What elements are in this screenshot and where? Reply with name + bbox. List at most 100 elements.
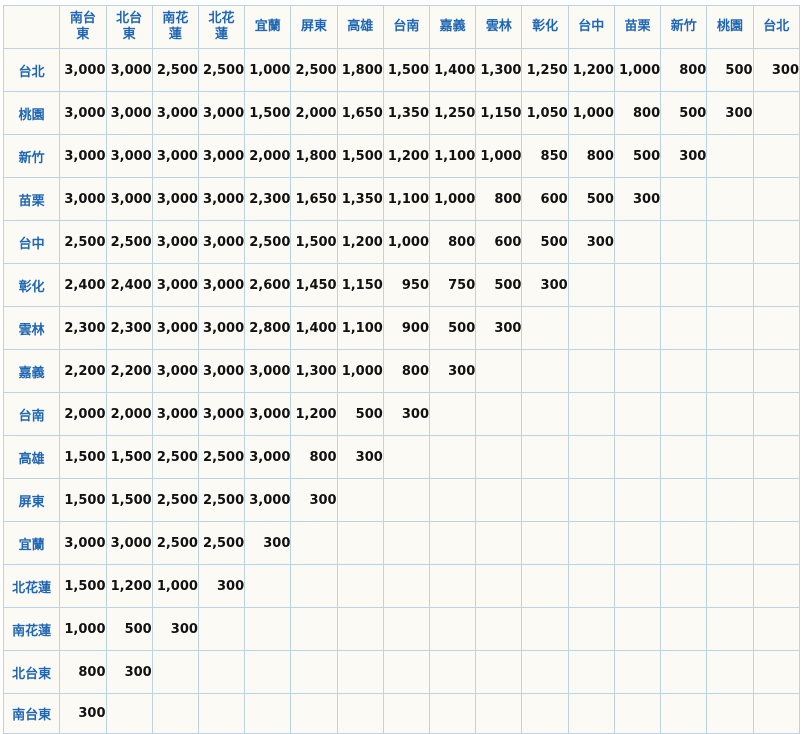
fare-cell: 2,500 [151,435,199,479]
table-row: 台北 3,000 3,000 2,500 2,500 1,000 2,500 1,800 1,5… [2,48,801,92]
fare-cell: 300 [290,478,338,522]
fare-cell [336,521,384,565]
fare-cell [290,650,338,694]
fare-cell: 300 [336,435,384,479]
fare-cell: 1,250 [521,48,569,92]
fare-cell: 2,600 [244,263,292,307]
fare-table: 南台東 北台東 南花蓮 北花蓮 宜蘭 屏東 高雄 台南 嘉義 雲林 彰化 台中 苗栗 新竹 桃園 台北 台北 3… [2,5,801,734]
fare-cell: 900 [382,306,431,350]
row-header: 新竹 [2,134,61,178]
fare-cell [752,607,801,651]
fare-cell: 3,000 [105,521,153,565]
row-header: 彰化 [2,263,61,307]
fare-cell: 800 [382,349,431,393]
fare-cell [613,521,662,565]
fare-cell [660,177,708,221]
fare-cell [475,521,523,565]
fare-cell: 1,650 [336,91,384,135]
row-header: 南台東 [2,693,61,734]
fare-cell [613,564,662,608]
fare-cell: 2,500 [197,478,246,522]
fare-cell: 3,000 [197,177,246,221]
table-row: 彰化 2,400 2,400 3,000 3,000 2,600 1,450 1,150 950… [2,263,801,307]
fare-cell [521,564,569,608]
fare-cell [613,607,662,651]
fare-cell: 300 [197,564,246,608]
fare-cell: 2,500 [151,478,199,522]
fare-cell [660,435,708,479]
fare-cell [706,607,754,651]
fare-cell [197,650,246,694]
fare-cell [244,650,292,694]
fare-cell: 1,100 [336,306,384,350]
fare-cell: 3,000 [244,392,292,436]
fare-cell [521,435,569,479]
fare-cell [706,177,754,221]
table-row: 南花蓮 1,000 500 300 [2,607,801,651]
fare-cell: 1,500 [290,220,338,264]
fare-cell [382,607,431,651]
row-header: 雲林 [2,306,61,350]
fare-cell [336,478,384,522]
row-header: 嘉義 [2,349,61,393]
fare-cell: 2,200 [105,349,153,393]
fare-cell: 1,250 [429,91,477,135]
row-header: 宜蘭 [2,521,61,565]
fare-cell: 1,000 [244,48,292,92]
fare-cell: 500 [105,607,153,651]
column-header: 南花蓮 [151,5,199,49]
fare-cell: 2,500 [197,48,246,92]
fare-cell: 3,000 [151,392,199,436]
fare-cell: 3,000 [244,349,292,393]
fare-cell: 600 [475,220,523,264]
fare-cell [752,134,801,178]
fare-cell [475,693,523,734]
fare-cell [660,220,708,264]
fare-cell [567,349,615,393]
fare-cell: 1,500 [105,435,153,479]
table-row: 台南 2,000 2,000 3,000 3,000 3,000 1,200 500 300 [2,392,801,436]
table-row: 桃園 3,000 3,000 3,000 3,000 1,500 2,000 1,650 1,3… [2,91,801,135]
fare-cell: 2,500 [151,48,199,92]
fare-cell [567,693,615,734]
fare-cell [660,349,708,393]
fare-cell: 1,300 [290,349,338,393]
fare-cell [752,349,801,393]
fare-cell [613,435,662,479]
fare-cell: 3,000 [197,91,246,135]
fare-cell: 3,000 [197,349,246,393]
column-header: 雲林 [475,5,523,49]
fare-cell: 1,400 [290,306,338,350]
fare-cell [429,478,477,522]
fare-cell [151,693,199,734]
fare-cell: 3,000 [59,521,107,565]
fare-cell: 2,300 [244,177,292,221]
fare-cell [752,306,801,350]
fare-cell: 3,000 [197,134,246,178]
fare-cell: 1,000 [382,220,431,264]
fare-cell: 1,450 [290,263,338,307]
column-header: 桃園 [706,5,754,49]
fare-cell: 3,000 [59,177,107,221]
fare-cell [752,564,801,608]
fare-cell [197,607,246,651]
fare-cell: 2,500 [197,435,246,479]
fare-cell: 1,050 [521,91,569,135]
fare-cell [244,693,292,734]
fare-cell [752,392,801,436]
column-header: 台北 [752,5,801,49]
fare-cell [521,607,569,651]
fare-cell: 600 [521,177,569,221]
fare-cell [613,220,662,264]
fare-cell: 2,500 [290,48,338,92]
table-row: 新竹 3,000 3,000 3,000 3,000 2,000 1,800 1,500 1,2… [2,134,801,178]
fare-cell [660,306,708,350]
row-header: 北台東 [2,650,61,694]
fare-cell [521,478,569,522]
fare-cell: 800 [59,650,107,694]
fare-cell: 2,000 [244,134,292,178]
table-row: 北台東 800 300 [2,650,801,694]
fare-cell [521,306,569,350]
fare-cell [429,693,477,734]
fare-cell: 1,200 [382,134,431,178]
